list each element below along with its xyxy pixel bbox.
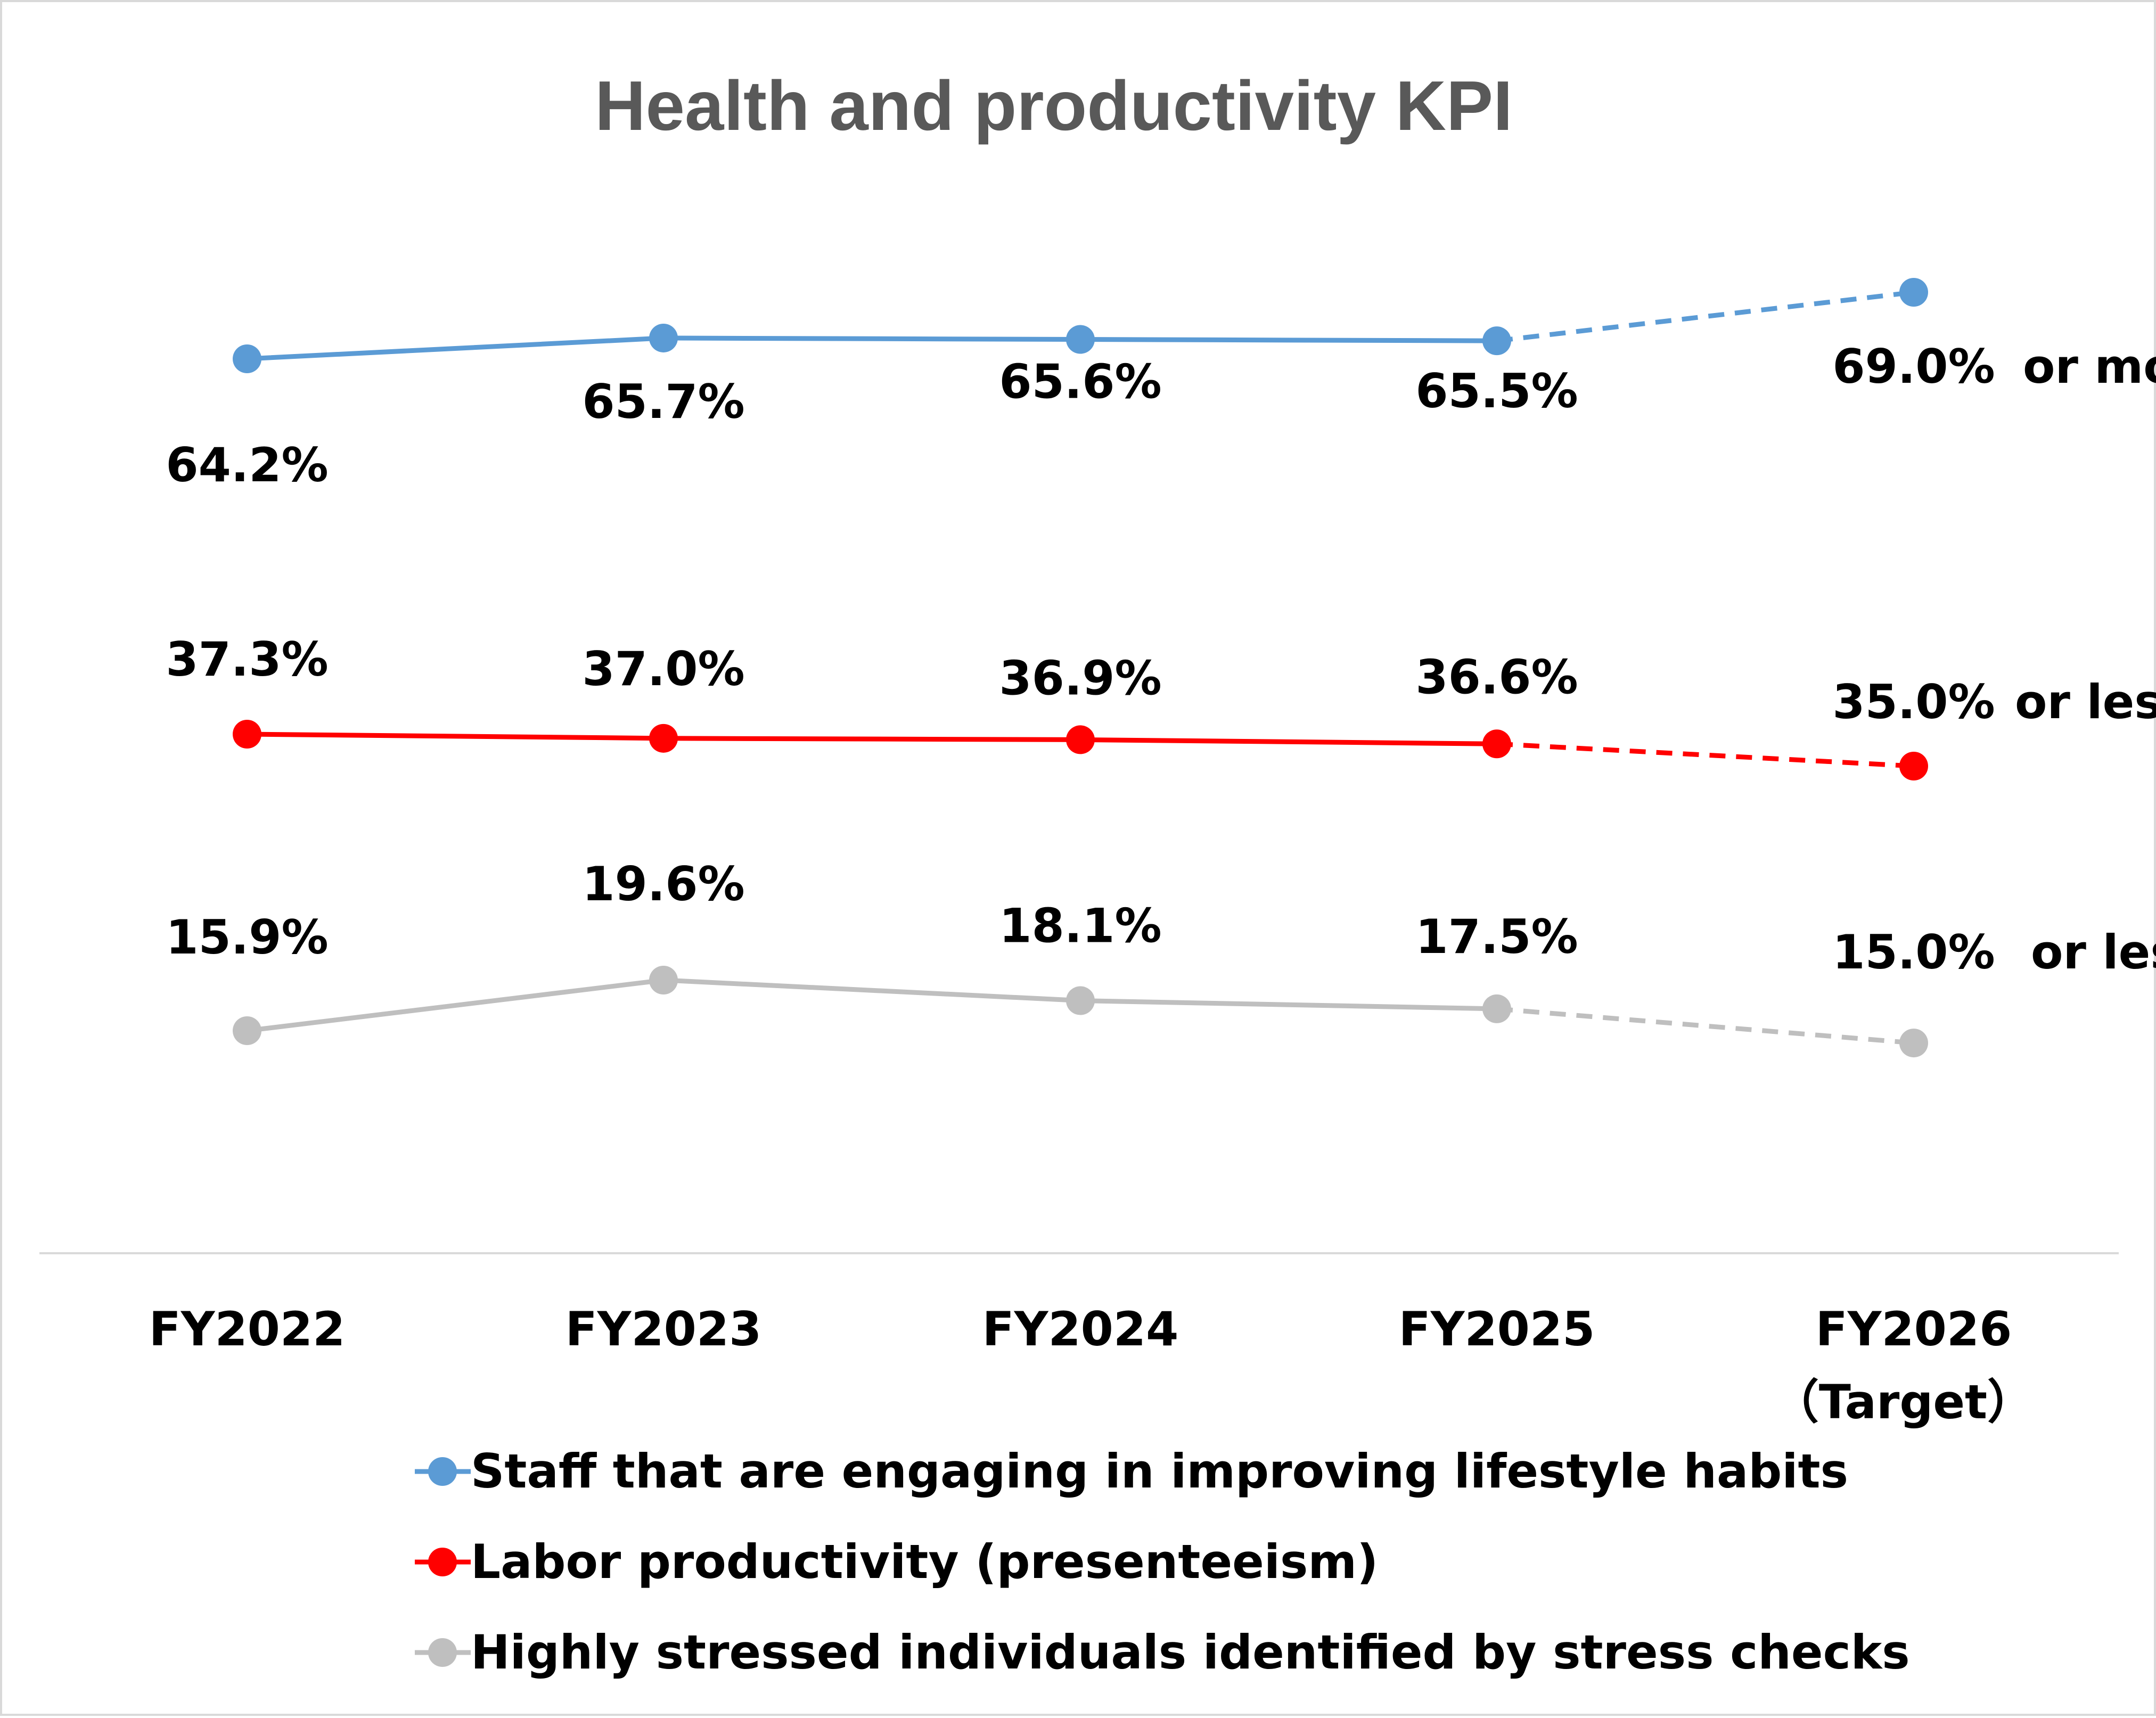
data-point[interactable]	[1482, 994, 1511, 1023]
data-label: 15.9%	[166, 910, 328, 965]
x-axis-tick-labels: FY2022 FY2023 FY2024 FY2025 FY2026 （Target）	[149, 1302, 2034, 1429]
target-qualifier-label: or less	[2015, 675, 2156, 729]
data-point[interactable]	[1066, 725, 1095, 754]
legend-swatch-marker	[428, 1457, 457, 1486]
data-label: 36.6%	[1415, 650, 1578, 704]
data-label: 65.5%	[1415, 364, 1578, 418]
legend-swatch-marker	[428, 1548, 457, 1576]
data-point[interactable]	[1066, 986, 1095, 1015]
data-point[interactable]	[649, 323, 678, 352]
series-line-actual	[247, 977, 1497, 1033]
data-label: 19.6%	[582, 857, 744, 911]
series-line-target	[1496, 741, 1914, 769]
data-label: 37.3%	[166, 632, 328, 687]
data-label: 18.1%	[999, 899, 1161, 953]
data-point[interactable]	[1482, 729, 1511, 759]
data-point[interactable]	[1899, 752, 1928, 780]
data-label: 36.9%	[999, 651, 1161, 705]
x-tick-label: FY2023	[565, 1302, 762, 1357]
series-lines	[247, 290, 1914, 1046]
chart-title: Health and productivity KPI	[595, 67, 1513, 145]
series-line-actual	[247, 731, 1497, 746]
data-label: 37.0%	[582, 642, 744, 696]
x-tick-sublabel: （Target）	[1772, 1375, 2034, 1429]
data-labels: 64.2% 65.7% 65.6% 65.5% 69.0% or more 37.3% 37.…	[166, 339, 2156, 980]
data-point[interactable]	[233, 344, 261, 373]
data-label: 64.2%	[166, 438, 328, 492]
x-tick-label: FY2026	[1816, 1302, 2012, 1357]
legend[interactable]: Staff that are engaging in improving lif…	[415, 1444, 1910, 1680]
legend-swatch-marker	[428, 1638, 457, 1667]
data-point[interactable]	[1899, 1029, 1928, 1058]
data-point[interactable]	[233, 720, 261, 749]
data-point[interactable]	[1066, 325, 1095, 354]
x-tick-label: FY2024	[982, 1302, 1179, 1357]
legend-label[interactable]: Staff that are engaging in improving lif…	[471, 1444, 1848, 1499]
x-tick-label: FY2022	[149, 1302, 346, 1357]
target-qualifier-label: or less	[2031, 925, 2156, 980]
data-point[interactable]	[233, 1016, 261, 1045]
data-point[interactable]	[649, 724, 678, 753]
series-line-actual	[247, 335, 1497, 361]
data-point[interactable]	[1482, 326, 1511, 356]
series-markers	[233, 278, 1928, 1058]
series-line-target	[1496, 1006, 1914, 1046]
legend-label[interactable]: Highly stressed individuals identified b…	[471, 1625, 1910, 1680]
data-label: 65.7%	[582, 374, 744, 429]
data-point[interactable]	[649, 966, 678, 994]
data-label: 15.0%	[1832, 925, 1995, 980]
x-tick-label: FY2025	[1399, 1302, 1595, 1357]
series-line-target	[1496, 290, 1914, 343]
target-qualifier-label: or more	[2023, 339, 2156, 394]
data-label: 69.0%	[1832, 339, 1995, 394]
data-label: 17.5%	[1415, 909, 1578, 964]
data-label: 35.0%	[1832, 675, 1995, 729]
legend-label[interactable]: Labor productivity (presenteeism)	[471, 1534, 1378, 1589]
data-point[interactable]	[1899, 278, 1928, 307]
data-label: 65.6%	[999, 355, 1161, 409]
